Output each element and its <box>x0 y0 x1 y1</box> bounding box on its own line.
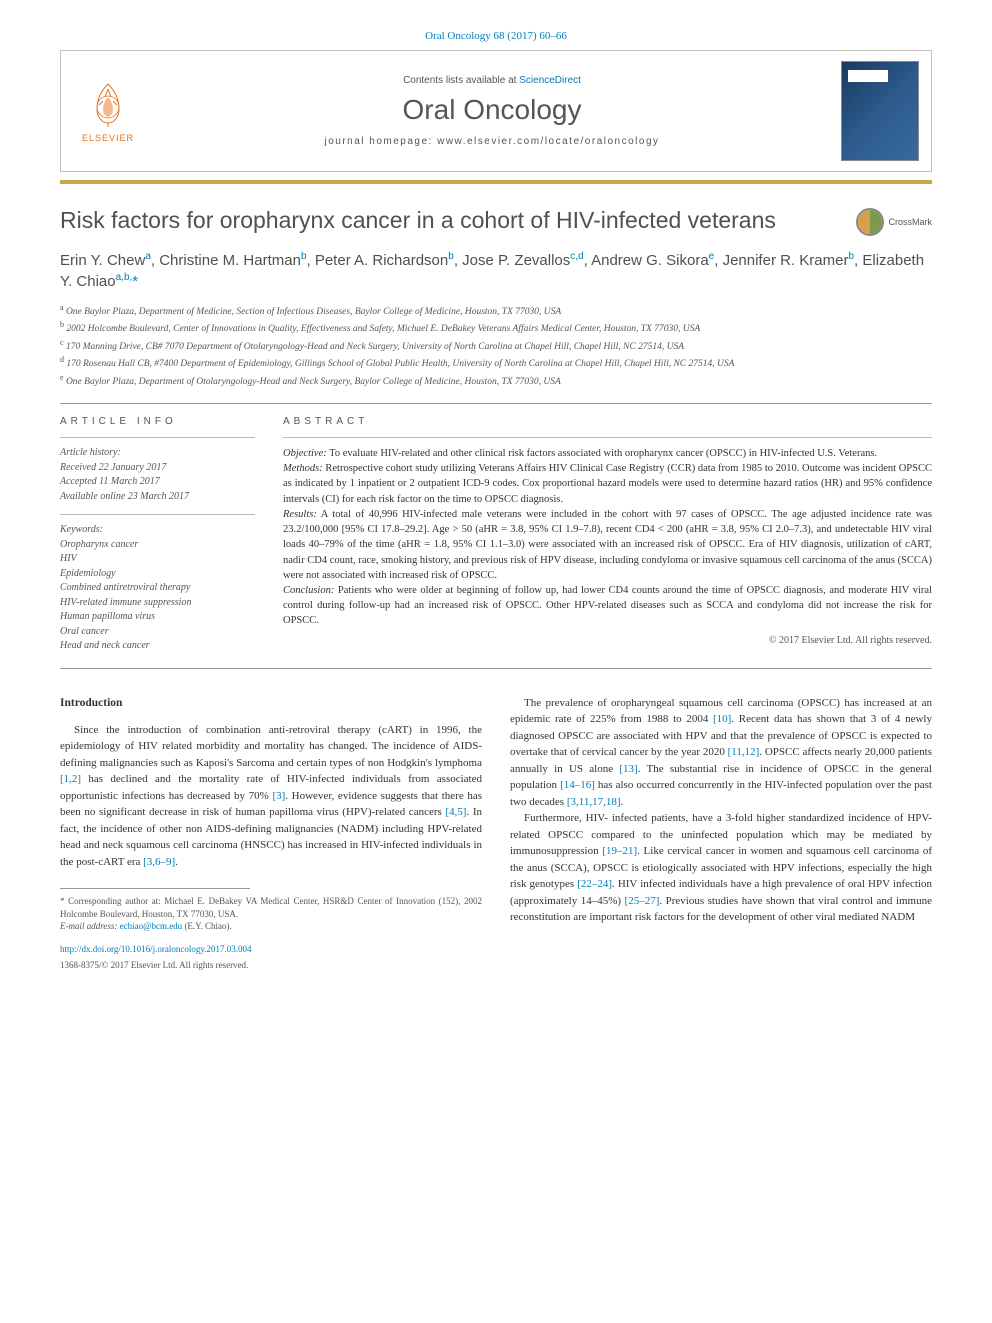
affiliation-line: c 170 Manning Drive, CB# 7070 Department… <box>60 337 932 354</box>
ref-link[interactable]: [13] <box>619 763 637 775</box>
journal-homepage-line: journal homepage: www.elsevier.com/locat… <box>143 136 841 147</box>
results-text: A total of 40,996 HIV-infected male vete… <box>283 509 932 581</box>
section-divider-top <box>60 403 932 404</box>
ref-link[interactable]: [19–21] <box>602 845 637 857</box>
ref-link[interactable]: [1,2] <box>60 773 81 785</box>
online-date: Available online 23 March 2017 <box>60 490 255 505</box>
ref-link[interactable]: [11,12] <box>728 746 760 758</box>
doi-line: http://dx.doi.org/10.1016/j.oraloncology… <box>60 943 482 957</box>
abstract-text: Objective: To evaluate HIV-related and o… <box>283 446 932 629</box>
contents-available-line: Contents lists available at ScienceDirec… <box>143 75 841 86</box>
article-info-heading: ARTICLE INFO <box>60 416 255 427</box>
body-columns: Introduction Since the introduction of c… <box>60 695 932 973</box>
header-center: Contents lists available at ScienceDirec… <box>143 75 841 147</box>
sciencedirect-link[interactable]: ScienceDirect <box>519 75 581 86</box>
crossmark-icon <box>856 208 884 236</box>
article-title: Risk factors for oropharynx cancer in a … <box>60 206 844 235</box>
results-label: Results: <box>283 509 317 520</box>
affiliation-line: e One Baylor Plaza, Department of Otolar… <box>60 372 932 389</box>
accepted-date: Accepted 11 March 2017 <box>60 475 255 490</box>
crossmark-badge[interactable]: CrossMark <box>856 208 932 236</box>
email-link[interactable]: echiao@bcm.edu <box>120 921 183 931</box>
doi-link[interactable]: http://dx.doi.org/10.1016/j.oraloncology… <box>60 944 252 954</box>
keyword: HIV-related immune suppression <box>60 596 255 611</box>
keyword: HIV <box>60 552 255 567</box>
contents-prefix: Contents lists available at <box>403 75 519 86</box>
article-info-column: ARTICLE INFO Article history: Received 2… <box>60 416 255 654</box>
affiliations-list: a One Baylor Plaza, Department of Medici… <box>60 302 932 389</box>
issn-copyright-line: 1368-8375/© 2017 Elsevier Ltd. All right… <box>60 959 482 973</box>
keyword: Head and neck cancer <box>60 639 255 654</box>
affiliation-line: d 170 Rosenau Hall CB, #7400 Department … <box>60 354 932 371</box>
ref-link[interactable]: [4,5] <box>445 806 466 818</box>
corresponding-author-footnote: * Corresponding author at: Michael E. De… <box>60 895 482 933</box>
ref-link[interactable]: [3,11,17,18] <box>567 796 621 808</box>
email-suffix: (E.Y. Chiao). <box>182 921 232 931</box>
info-abstract-row: ARTICLE INFO Article history: Received 2… <box>60 416 932 654</box>
journal-name: Oral Oncology <box>143 94 841 126</box>
methods-text: Retrospective cohort study utilizing Vet… <box>283 463 932 504</box>
ref-link[interactable]: [22–24] <box>577 878 612 890</box>
journal-cover-thumbnail[interactable] <box>841 61 919 161</box>
keywords-block: Keywords: Oropharynx cancerHIVEpidemiolo… <box>60 523 255 654</box>
body-column-left: Introduction Since the introduction of c… <box>60 695 482 973</box>
abstract-column: ABSTRACT Objective: To evaluate HIV-rela… <box>283 416 932 654</box>
abstract-copyright: © 2017 Elsevier Ltd. All rights reserved… <box>283 635 932 646</box>
intro-paragraph-2: The prevalence of oropharyngeal squamous… <box>510 695 932 811</box>
body-column-right: The prevalence of oropharyngeal squamous… <box>510 695 932 973</box>
introduction-heading: Introduction <box>60 695 482 712</box>
objective-text: To evaluate HIV-related and other clinic… <box>327 448 877 459</box>
title-row: Risk factors for oropharynx cancer in a … <box>60 206 932 236</box>
journal-header: ELSEVIER Contents lists available at Sci… <box>60 50 932 172</box>
section-divider-bottom <box>60 668 932 669</box>
conclusion-label: Conclusion: <box>283 585 334 596</box>
keyword: Epidemiology <box>60 567 255 582</box>
keyword: Combined antiretroviral therapy <box>60 581 255 596</box>
keyword: Oropharynx cancer <box>60 538 255 553</box>
affiliation-line: a One Baylor Plaza, Department of Medici… <box>60 302 932 319</box>
ref-link[interactable]: [14–16] <box>560 779 595 791</box>
info-sub-divider-1 <box>60 437 255 438</box>
abstract-heading: ABSTRACT <box>283 416 932 427</box>
elsevier-tree-icon <box>83 79 133 129</box>
history-label: Article history: <box>60 446 255 461</box>
corresponding-text: * Corresponding author at: Michael E. De… <box>60 895 482 920</box>
crossmark-label: CrossMark <box>888 217 932 227</box>
ref-link[interactable]: [3] <box>272 790 285 802</box>
methods-label: Methods: <box>283 463 323 474</box>
email-label: E-mail address: <box>60 921 120 931</box>
keywords-label: Keywords: <box>60 523 255 538</box>
citation-bar: Oral Oncology 68 (2017) 60–66 <box>60 30 932 42</box>
abstract-sub-divider <box>283 437 932 438</box>
footnote-divider <box>60 888 250 889</box>
keyword: Human papilloma virus <box>60 610 255 625</box>
conclusion-text: Patients who were older at beginning of … <box>283 585 932 626</box>
gold-divider <box>60 180 932 184</box>
elsevier-logo-text: ELSEVIER <box>82 133 134 143</box>
article-history-block: Article history: Received 22 January 201… <box>60 446 255 504</box>
keyword: Oral cancer <box>60 625 255 640</box>
objective-label: Objective: <box>283 448 327 459</box>
affiliation-line: b 2002 Holcombe Boulevard, Center of Inn… <box>60 319 932 336</box>
received-date: Received 22 January 2017 <box>60 461 255 476</box>
authors-list: Erin Y. Chewa, Christine M. Hartmanb, Pe… <box>60 250 932 292</box>
intro-paragraph-1: Since the introduction of combination an… <box>60 722 482 871</box>
homepage-prefix: journal homepage: <box>324 136 437 147</box>
ref-link[interactable]: [3,6–9] <box>143 856 175 868</box>
intro-paragraph-3: Furthermore, HIV- infected patients, hav… <box>510 810 932 926</box>
ref-link[interactable]: [25–27] <box>625 895 660 907</box>
homepage-url[interactable]: www.elsevier.com/locate/oraloncology <box>437 136 659 147</box>
ref-link[interactable]: [10] <box>713 713 731 725</box>
info-sub-divider-2 <box>60 514 255 515</box>
elsevier-logo[interactable]: ELSEVIER <box>73 71 143 151</box>
